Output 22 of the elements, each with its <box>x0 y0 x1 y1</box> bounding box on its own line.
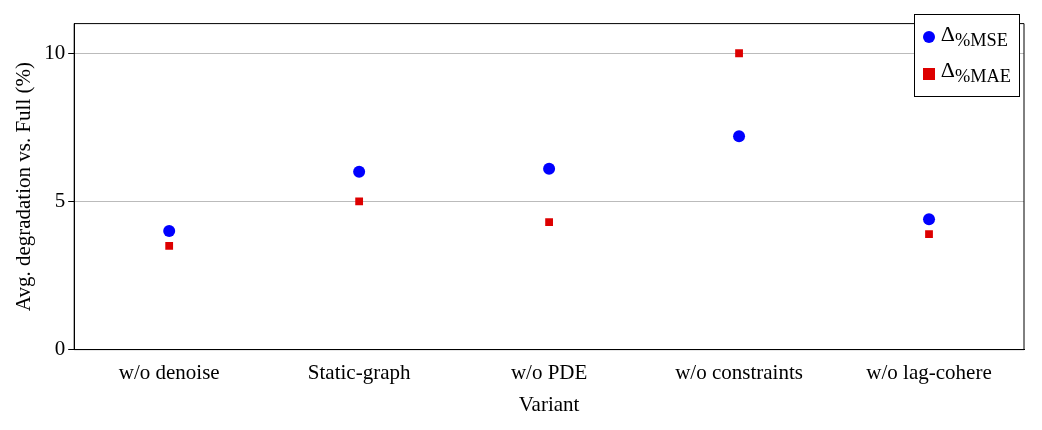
x-tick-label: w/o PDE <box>510 359 588 384</box>
y-tick-label: 10 <box>44 39 66 64</box>
x-tick-label: Static-graph <box>307 359 411 384</box>
legend-label: Δ$_{%MSE}$ <box>940 20 1008 53</box>
y-tick-label: 0 <box>54 336 66 361</box>
point <box>163 225 176 238</box>
point <box>355 197 364 206</box>
point <box>735 49 743 58</box>
x-tick-label: w/o constraints <box>675 359 803 384</box>
x-axis-title: Variant <box>518 391 580 416</box>
point <box>733 130 746 143</box>
x-tick-label: w/o lag-cohere <box>866 359 992 384</box>
y-tick-label: 5 <box>54 187 66 212</box>
x-tick-label: w/o denoise <box>118 359 220 384</box>
point <box>923 213 936 226</box>
point <box>353 165 366 178</box>
point <box>925 230 933 238</box>
point <box>543 162 556 175</box>
point <box>165 241 174 250</box>
y-axis-title: Avg. degradation vs. Full (%) <box>11 61 36 312</box>
legend-label: Δ$_{%MAE}$ <box>940 56 1011 89</box>
point <box>545 218 553 227</box>
